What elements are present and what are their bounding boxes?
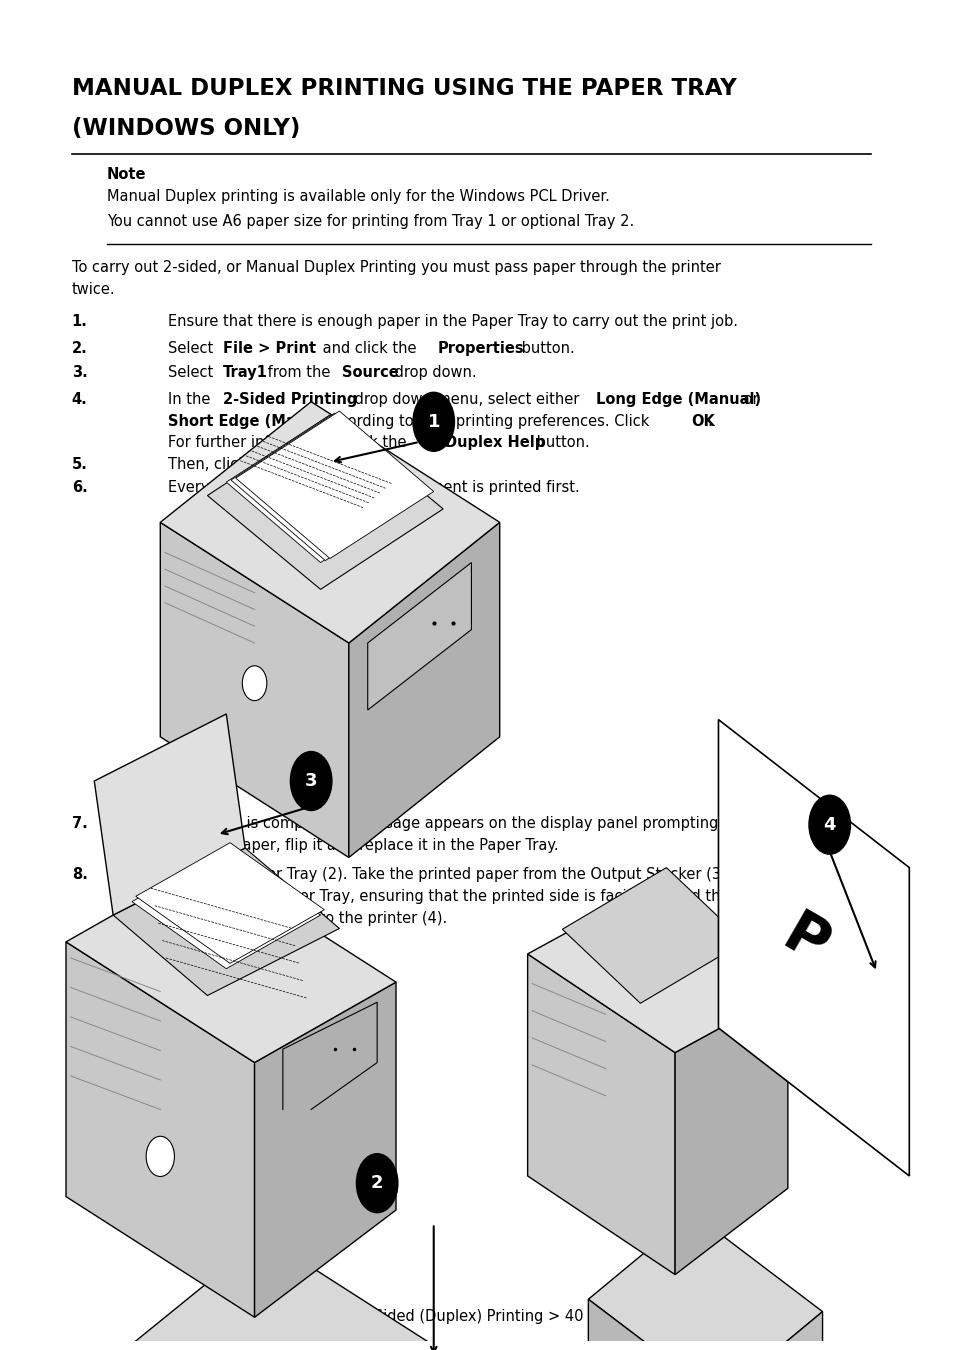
Text: Manual Duplex printing is available only for the Windows PCL Driver.: Manual Duplex printing is available only… xyxy=(107,189,609,204)
Circle shape xyxy=(808,795,849,855)
Text: 4.: 4. xyxy=(71,393,88,408)
Text: 7.: 7. xyxy=(71,817,88,832)
Text: 1.: 1. xyxy=(71,313,88,329)
Polygon shape xyxy=(235,410,434,559)
Text: File > Print: File > Print xyxy=(223,340,316,355)
Text: When this is complete, a message appears on the display panel prompting you to
t: When this is complete, a message appears… xyxy=(168,817,768,853)
Text: drop down.: drop down. xyxy=(390,366,476,381)
Text: MANUAL DUPLEX PRINTING USING THE PAPER TRAY: MANUAL DUPLEX PRINTING USING THE PAPER T… xyxy=(71,77,736,100)
Text: Every second page (1) of your document is printed first.: Every second page (1) of your document i… xyxy=(168,479,579,494)
Circle shape xyxy=(290,752,332,810)
Text: Short Edge (Manual): Short Edge (Manual) xyxy=(168,414,337,429)
Circle shape xyxy=(242,666,267,701)
Text: Properties: Properties xyxy=(436,340,523,355)
Text: or: or xyxy=(738,393,758,408)
Text: 3.: 3. xyxy=(71,366,88,381)
Polygon shape xyxy=(132,1345,320,1350)
Text: .: . xyxy=(278,456,283,471)
Text: 2: 2 xyxy=(371,1174,383,1192)
Text: button.: button. xyxy=(532,435,590,450)
Text: For further information, click the: For further information, click the xyxy=(168,435,411,450)
Text: 2.: 2. xyxy=(71,340,88,355)
Text: and click the: and click the xyxy=(318,340,421,355)
Text: according to your printing preferences. Click: according to your printing preferences. … xyxy=(318,414,654,429)
Polygon shape xyxy=(588,1212,821,1350)
Polygon shape xyxy=(254,981,395,1318)
Polygon shape xyxy=(718,1312,821,1350)
Text: Select: Select xyxy=(168,340,217,355)
Polygon shape xyxy=(66,861,395,1062)
Circle shape xyxy=(413,393,454,451)
Polygon shape xyxy=(675,991,787,1274)
Polygon shape xyxy=(718,720,908,1176)
Text: 1: 1 xyxy=(427,413,439,431)
Text: Tray1: Tray1 xyxy=(223,366,268,381)
Text: Long Edge (Manual): Long Edge (Manual) xyxy=(596,393,760,408)
Polygon shape xyxy=(113,848,339,995)
Text: You cannot use A6 paper size for printing from Tray 1 or optional Tray 2.: You cannot use A6 paper size for printin… xyxy=(107,213,633,228)
Text: 6.: 6. xyxy=(71,479,88,494)
Polygon shape xyxy=(94,714,245,915)
Polygon shape xyxy=(527,954,675,1274)
Text: In the: In the xyxy=(168,393,214,408)
Text: .: . xyxy=(706,414,711,429)
Text: Then, click: Then, click xyxy=(168,456,251,471)
Text: 4: 4 xyxy=(822,815,835,834)
Text: from the: from the xyxy=(263,366,335,381)
Text: 5.: 5. xyxy=(71,456,88,471)
Circle shape xyxy=(146,1137,174,1176)
Text: OK: OK xyxy=(263,456,287,471)
Text: Note: Note xyxy=(107,167,146,182)
Polygon shape xyxy=(588,1299,718,1350)
Polygon shape xyxy=(527,892,787,1053)
Polygon shape xyxy=(66,942,254,1318)
Text: P: P xyxy=(772,906,837,977)
Polygon shape xyxy=(226,414,424,563)
Text: Duplex Help: Duplex Help xyxy=(445,435,545,450)
Polygon shape xyxy=(132,1237,452,1350)
Text: 2-Sided Printing: 2-Sided Printing xyxy=(223,393,357,408)
Text: (WINDOWS ONLY): (WINDOWS ONLY) xyxy=(71,117,300,140)
Polygon shape xyxy=(367,563,471,710)
Text: Open the Paper Tray (2). Take the printed paper from the Output Stacker (3) and
: Open the Paper Tray (2). Take the printe… xyxy=(168,867,786,926)
Polygon shape xyxy=(135,842,324,964)
Text: button.: button. xyxy=(517,340,574,355)
Polygon shape xyxy=(160,522,349,857)
Polygon shape xyxy=(231,413,429,560)
Text: 3: 3 xyxy=(305,772,317,790)
Text: drop down menu, select either: drop down menu, select either xyxy=(350,393,583,408)
Text: Ensure that there is enough paper in the Paper Tray to carry out the print job.: Ensure that there is enough paper in the… xyxy=(168,313,737,329)
Polygon shape xyxy=(349,522,499,857)
Polygon shape xyxy=(207,414,443,590)
Polygon shape xyxy=(160,402,499,643)
Circle shape xyxy=(356,1154,397,1212)
Polygon shape xyxy=(132,848,320,969)
Text: Select: Select xyxy=(168,366,217,381)
Text: To carry out 2-sided, or Manual Duplex Printing you must pass paper through the : To carry out 2-sided, or Manual Duplex P… xyxy=(71,261,720,297)
Polygon shape xyxy=(561,868,743,1003)
Text: 2-Sided (Duplex) Printing > 40: 2-Sided (Duplex) Printing > 40 xyxy=(359,1308,583,1324)
Text: 8.: 8. xyxy=(71,867,88,882)
Text: Source: Source xyxy=(342,366,398,381)
Text: OK: OK xyxy=(690,414,714,429)
